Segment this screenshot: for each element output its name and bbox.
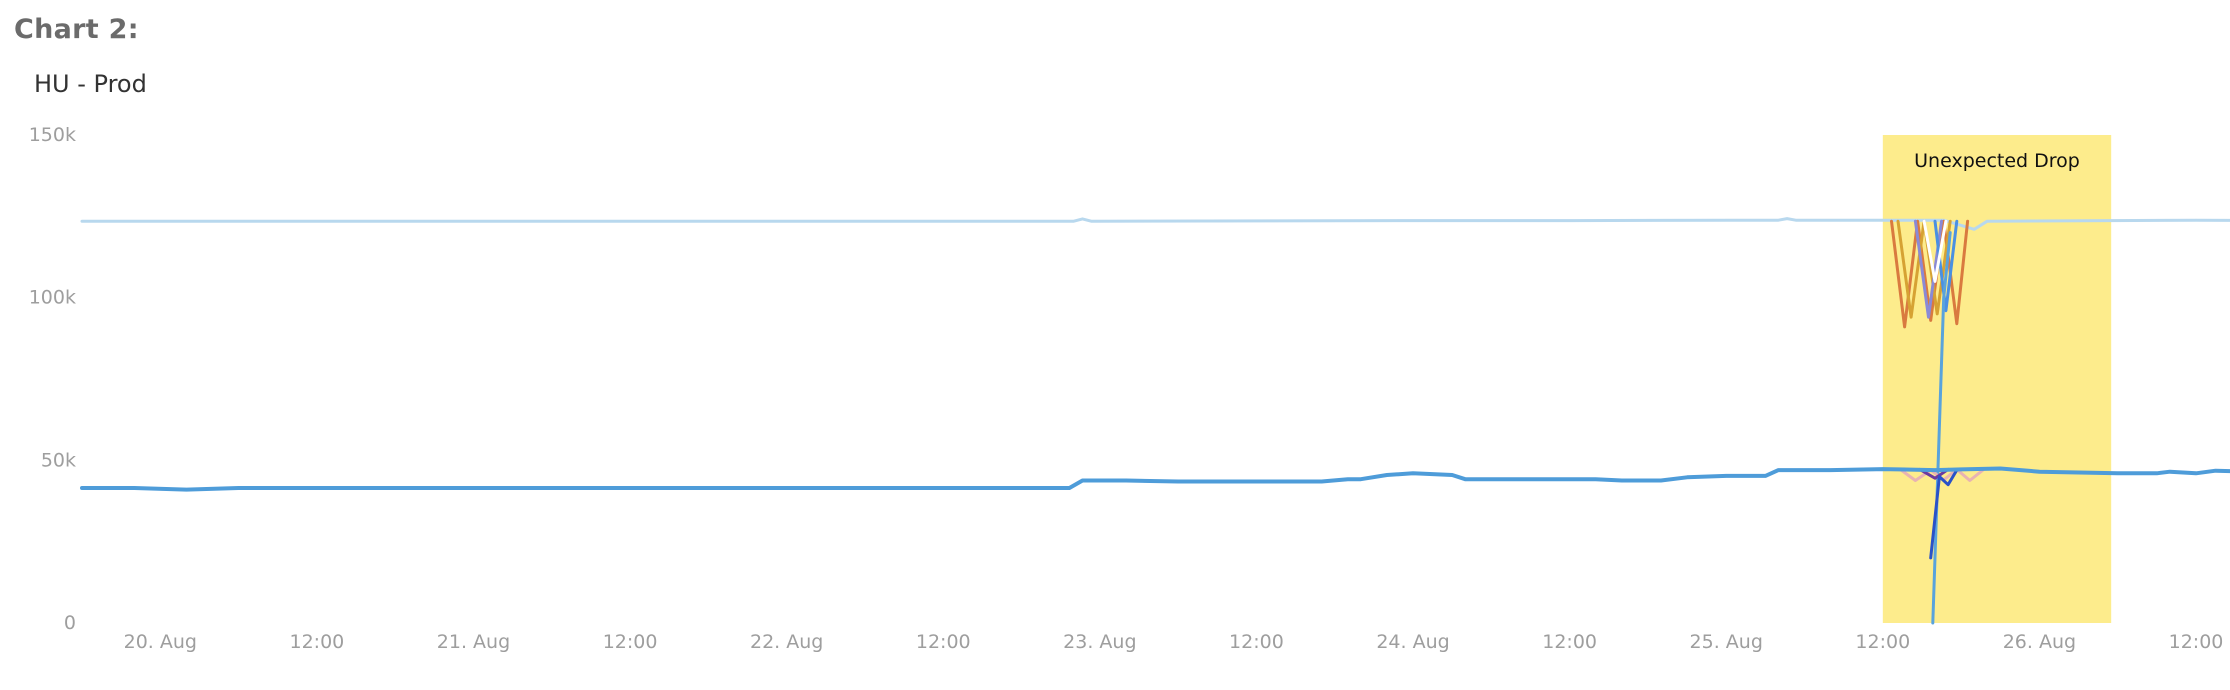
series-line-5 xyxy=(1933,219,1959,313)
series-line-2 xyxy=(1890,219,1970,329)
x-tick-label: 23. Aug xyxy=(1063,631,1136,653)
series-line-10 xyxy=(1929,468,1959,560)
series-line-6 xyxy=(1922,219,1948,283)
x-tick-label: 20. Aug xyxy=(124,631,197,653)
series-line-9 xyxy=(1918,467,1950,480)
annotation-layer: Unexpected Drop xyxy=(1914,150,2080,172)
y-tick-label: 150k xyxy=(29,124,76,146)
x-tick-label: 26. Aug xyxy=(2003,631,2076,653)
x-tick-label: 12:00 xyxy=(1855,631,1910,653)
x-tick-label: 12:00 xyxy=(916,631,971,653)
plot-band xyxy=(1882,135,2112,623)
x-tick-label: 12:00 xyxy=(290,631,345,653)
y-tick-label: 0 xyxy=(64,612,76,634)
x-axis-labels: 20. Aug 12:00 21. Aug 12:00 22. Aug 12:00 23. … xyxy=(124,631,2224,653)
plot-band-label: Unexpected Drop xyxy=(1914,150,2080,172)
x-tick-label: 12:00 xyxy=(1229,631,1284,653)
x-tick-label: 25. Aug xyxy=(1690,631,1763,653)
x-tick-label: 12:00 xyxy=(603,631,658,653)
x-tick-label: 12:00 xyxy=(2169,631,2224,653)
chart-title: HU - Prod xyxy=(34,70,147,98)
series-layer xyxy=(80,217,2230,625)
plot-band-layer xyxy=(1882,135,2112,623)
x-tick-label: 22. Aug xyxy=(750,631,823,653)
series-line-4 xyxy=(1913,219,1943,319)
page-heading: Chart 2: xyxy=(14,14,139,45)
x-tick-label: 21. Aug xyxy=(437,631,510,653)
y-tick-label: 100k xyxy=(29,287,76,309)
series-line-1 xyxy=(80,217,2230,231)
y-tick-label: 50k xyxy=(41,449,76,471)
y-axis-labels: 0 50k 100k 150k xyxy=(29,124,76,634)
x-tick-label: 12:00 xyxy=(1542,631,1597,653)
series-line-11 xyxy=(80,466,2230,492)
x-tick-label: 24. Aug xyxy=(1376,631,1449,653)
